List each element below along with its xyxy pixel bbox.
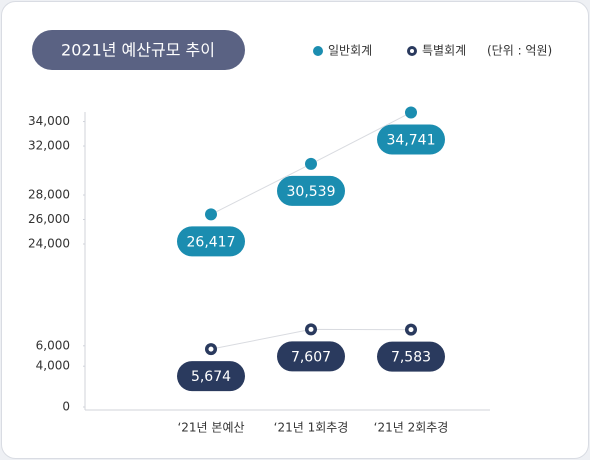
value-label: 5,674: [191, 369, 231, 385]
y-tick-label: 26,000: [28, 212, 70, 226]
y-tick-label: 32,000: [28, 139, 70, 153]
y-tick-label: 28,000: [28, 188, 70, 202]
legend-marker: [313, 46, 323, 56]
value-pill: [277, 341, 345, 372]
y-tick-label: 4,000: [36, 359, 70, 373]
value-pill: [377, 124, 445, 155]
y-tick-label: 34,000: [28, 114, 70, 128]
chart-title: 2021년 예산규모 추이: [61, 41, 215, 60]
y-tick-label: 24,000: [28, 237, 70, 251]
value-pill: [177, 226, 245, 257]
unit-note: (단위 : 억원): [487, 44, 552, 58]
value-label: 26,417: [187, 234, 236, 250]
point: [205, 208, 217, 221]
x-tick-label: ‘21년 1회추경: [274, 421, 349, 435]
legend-label: 일반회계: [328, 44, 372, 58]
point: [305, 157, 317, 170]
y-tick-label: 6,000: [36, 338, 70, 352]
value-label: 7,607: [291, 349, 331, 365]
x-tick-label: ‘21년 본예산: [177, 421, 244, 435]
point-center: [208, 346, 214, 352]
value-label: 7,583: [391, 350, 431, 366]
title-pill: [32, 30, 245, 70]
point-center: [308, 326, 314, 332]
value-label: 30,539: [287, 184, 336, 200]
y-tick-label: 0: [62, 400, 70, 414]
legend-marker-center: [410, 49, 414, 53]
value-label: 34,741: [387, 132, 436, 148]
value-pill: [177, 361, 245, 392]
point: [405, 106, 417, 119]
value-pill: [377, 341, 445, 372]
legend-label: 특별회계: [422, 44, 466, 58]
x-tick-label: ‘21년 2회추경: [374, 421, 449, 435]
point-center: [408, 327, 414, 333]
value-pill: [277, 175, 345, 206]
